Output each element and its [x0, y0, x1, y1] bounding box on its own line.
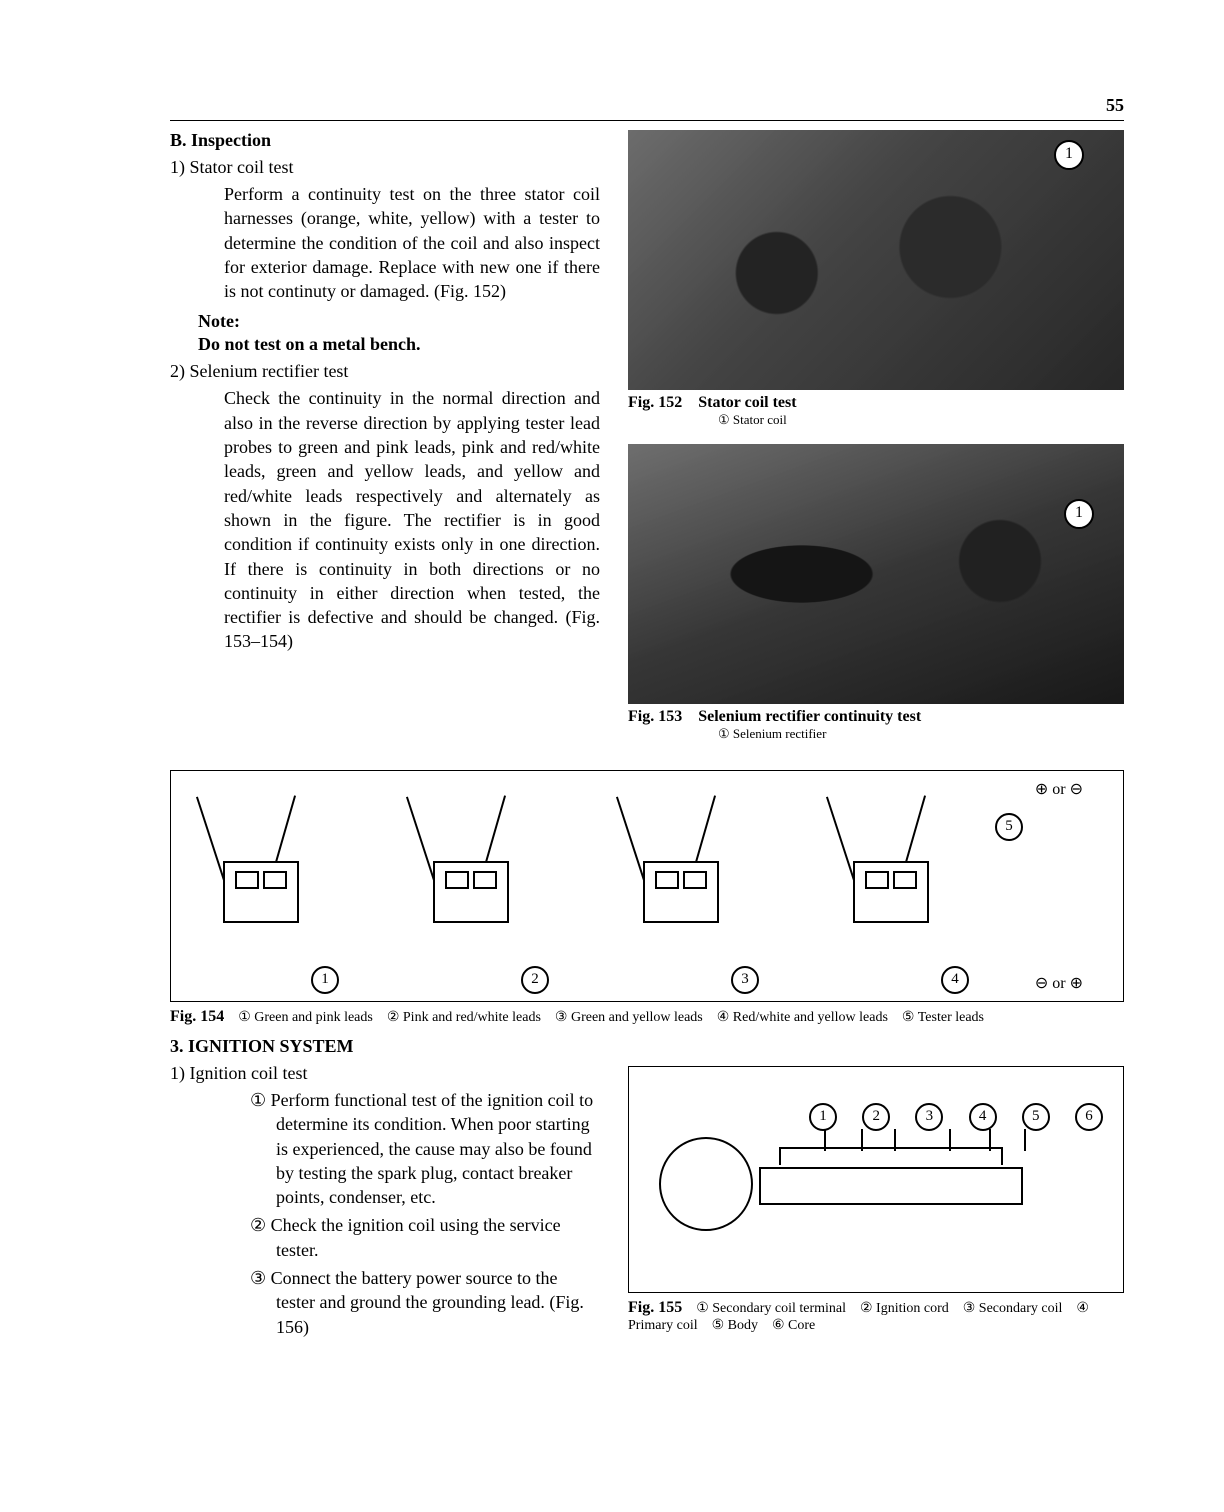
sec3-item1-head: 1) Ignition coil test	[198, 1063, 600, 1084]
fig155-label-5: 5	[1022, 1103, 1050, 1131]
fig154-diagram: ⊕ or ⊖ ⊖ or ⊕ 5 1 2 3 4	[170, 770, 1124, 1002]
fig154-conn-2: 2	[421, 861, 521, 923]
fig154-label-2: 2	[521, 966, 549, 994]
fig155-label-3: 3	[915, 1103, 943, 1131]
item1-body: Perform a continuity test on the three s…	[224, 182, 600, 303]
fig154-label-5: 5	[995, 813, 1023, 841]
upper-columns: B. Inspection 1) Stator coil test Perfor…	[170, 130, 1124, 758]
fig152-title: Stator coil test	[698, 394, 796, 411]
sec3-step1: ① Perform functional test of the ignitio…	[250, 1088, 600, 1209]
item1-head: 1) Stator coil test	[198, 157, 600, 178]
note-head: Note:	[198, 311, 600, 332]
right-figure-column-2: 1 2 3 4 5 6 Fig. 155	[628, 1036, 1124, 1350]
section-b-heading: B. Inspection	[170, 130, 600, 151]
fig152-sub: ① Stator coil	[718, 412, 1124, 428]
fig154-label-1: 1	[311, 966, 339, 994]
page: 55 B. Inspection 1) Stator coil test Per…	[0, 0, 1224, 1512]
fig155-figno: Fig. 155	[628, 1299, 682, 1316]
fig155-numrow: 1 2 3 4 5 6	[809, 1103, 1103, 1131]
sec3-step3: ③ Connect the battery power source to th…	[250, 1266, 600, 1339]
note-body: Do not test on a metal bench.	[198, 334, 600, 355]
fig155-diagram: 1 2 3 4 5 6	[628, 1066, 1124, 1293]
fig155-label-2: 2	[862, 1103, 890, 1131]
fig153-photo: 1	[628, 444, 1124, 704]
fig153-title: Selenium rectifier continuity test	[698, 708, 921, 725]
section-3-heading: 3. IGNITION SYSTEM	[170, 1036, 600, 1057]
fig154-label-3: 3	[731, 966, 759, 994]
right-figure-column: 1 Fig. 152 Stator coil test ① Stator coi…	[628, 130, 1124, 758]
fig152-callout-icon: 1	[1054, 140, 1084, 170]
fig153-figno: Fig. 153	[628, 708, 682, 725]
sec3-step2: ② Check the ignition coil using the serv…	[250, 1213, 600, 1262]
fig154-bottom-note: ⊖ or ⊕	[1035, 973, 1083, 993]
fig155-label-6: 6	[1075, 1103, 1103, 1131]
item2-body: Check the continuity in the normal direc…	[224, 386, 600, 653]
fig154-top-note: ⊕ or ⊖	[1035, 779, 1083, 799]
fig153-callout-icon: 1	[1064, 499, 1094, 529]
fig154-label-4: 4	[941, 966, 969, 994]
fig152-photo: 1	[628, 130, 1124, 390]
page-number: 55	[1106, 95, 1124, 116]
fig154-caption: Fig. 154 ① Green and pink leads ② Pink a…	[170, 1008, 1124, 1026]
left-text-column-2: 3. IGNITION SYSTEM 1) Ignition coil test…	[170, 1036, 600, 1350]
fig154-conn-4: 4	[841, 861, 941, 923]
fig153-caption: Fig. 153 Selenium rectifier continuity t…	[628, 708, 1124, 742]
fig155-label-4: 4	[969, 1103, 997, 1131]
fig153-sub: ① Selenium rectifier	[718, 726, 1124, 742]
fig155-caption: Fig. 155 ① Secondary coil terminal ② Ign…	[628, 1299, 1124, 1334]
item2-head: 2) Selenium rectifier test	[198, 361, 600, 382]
fig154-conn-3: 3	[631, 861, 731, 923]
fig154-conn-1: 1	[211, 861, 311, 923]
fig155-legend: ① Secondary coil terminal ② Ignition cor…	[628, 1301, 1089, 1333]
fig154-legend: ① Green and pink leads ② Pink and red/wh…	[238, 1010, 984, 1025]
fig152-figno: Fig. 152	[628, 394, 682, 411]
fig155-label-1: 1	[809, 1103, 837, 1131]
top-rule	[170, 120, 1124, 121]
left-text-column: B. Inspection 1) Stator coil test Perfor…	[170, 130, 600, 758]
fig154-figno: Fig. 154	[170, 1008, 224, 1025]
lower-columns: 3. IGNITION SYSTEM 1) Ignition coil test…	[170, 1036, 1124, 1350]
fig152-caption: Fig. 152 Stator coil test ① Stator coil	[628, 394, 1124, 428]
